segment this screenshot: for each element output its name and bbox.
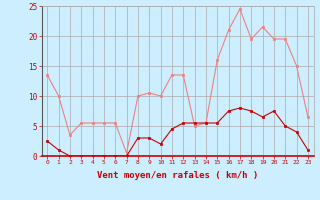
X-axis label: Vent moyen/en rafales ( km/h ): Vent moyen/en rafales ( km/h ) (97, 171, 258, 180)
